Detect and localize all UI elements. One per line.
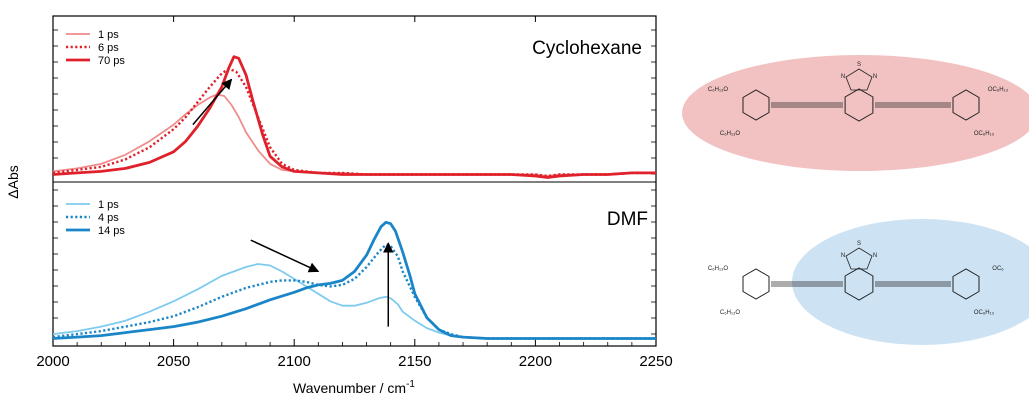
substituent-label: OC₆ bbox=[992, 266, 1004, 272]
legend-label: 70 ps bbox=[98, 55, 125, 67]
substituent-label: C₆H₁₃O bbox=[720, 310, 741, 316]
substituent-label: OC₆H₁₃ bbox=[988, 87, 1009, 93]
benzene-ring bbox=[742, 268, 770, 300]
series-line-4ps bbox=[52, 243, 656, 340]
annotation-arrow bbox=[250, 239, 320, 273]
ring-atom-label: N bbox=[873, 253, 877, 259]
substituent-label: C₆H₁₃O bbox=[720, 131, 741, 137]
x-tick-label: 2100 bbox=[278, 353, 311, 370]
x-tick-label: 2000 bbox=[36, 353, 69, 370]
molecule-structure-bottom: N S N C₆H₁₃O C₆H₁₃O OC₆ OC₆H₁₃ bbox=[708, 219, 1029, 345]
series-line-6ps bbox=[52, 67, 656, 178]
series-line-14ps bbox=[52, 220, 656, 340]
legend-label: 1 ps bbox=[98, 29, 119, 41]
benzene-ring bbox=[844, 88, 874, 122]
legend-label: 14 ps bbox=[98, 225, 125, 237]
x-tick-label: 2200 bbox=[519, 353, 552, 370]
panel-title-dmf: DMF bbox=[607, 209, 648, 230]
legend-label: 6 ps bbox=[98, 42, 119, 54]
ring-atom-label: N bbox=[841, 253, 845, 259]
x-axis-label: Wavenumber / cm-1 bbox=[293, 379, 415, 396]
thiadiazole-outline bbox=[845, 68, 873, 91]
benzene-ring bbox=[952, 89, 980, 121]
ring-atom-label: N bbox=[841, 74, 845, 80]
highlight-ellipse-top bbox=[682, 55, 1029, 171]
substituent-label: OC₆H₁₃ bbox=[974, 310, 995, 316]
benzene-ring bbox=[844, 267, 874, 301]
panel-title-cyclohexane: Cyclohexane bbox=[532, 38, 642, 59]
x-tick-labels: 2000 2050 2100 2150 2200 2250 bbox=[36, 353, 672, 370]
substituent-label: C₆H₁₃O bbox=[708, 266, 729, 272]
x-tick-label: 2050 bbox=[157, 353, 190, 370]
substituent-label: OC₆H₁₃ bbox=[974, 131, 995, 137]
legend-label: 1 ps bbox=[98, 199, 119, 211]
series-line-1ps bbox=[52, 263, 656, 340]
annotation-arrows bbox=[192, 78, 394, 327]
x-tick-label: 2250 bbox=[639, 353, 672, 370]
series-group-top bbox=[52, 55, 656, 179]
molecule-structure-top: N S N C₆H₁₃O C₆H₁₃O OC₆H₁₃ OC₆H₁₃ bbox=[682, 55, 1029, 171]
ring-atom-label: S bbox=[857, 62, 861, 68]
thiadiazole-ring: N S N bbox=[841, 62, 877, 91]
series-group-bottom bbox=[52, 220, 656, 340]
ring-atom-label: N bbox=[873, 74, 877, 80]
y-axis-label: ΔAbs bbox=[5, 165, 21, 198]
thiadiazole-ring: N S N bbox=[841, 241, 877, 270]
ring-atom-label: S bbox=[857, 241, 861, 247]
plot-frame bbox=[52, 15, 657, 347]
benzene-ring bbox=[952, 268, 980, 300]
series-line-70ps bbox=[52, 55, 656, 179]
benzene-ring bbox=[742, 89, 770, 121]
legend-label: 4 ps bbox=[98, 212, 119, 224]
plot-border bbox=[52, 15, 657, 347]
annotation-arrow bbox=[192, 78, 233, 126]
thiadiazole-outline bbox=[845, 247, 873, 270]
tick-marks bbox=[52, 16, 657, 346]
substituent-label: C₆H₁₃O bbox=[708, 87, 729, 93]
x-tick-label: 2150 bbox=[398, 353, 431, 370]
